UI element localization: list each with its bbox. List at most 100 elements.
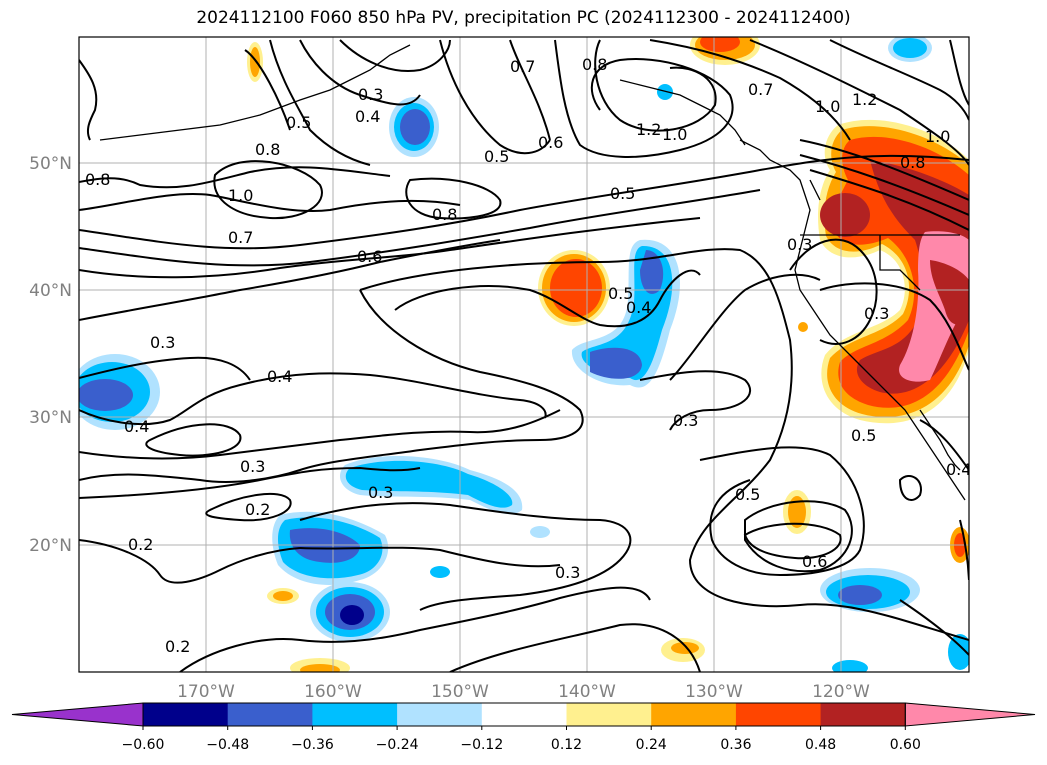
contour-label: 0.2 bbox=[245, 500, 270, 519]
precip-blob bbox=[590, 347, 642, 379]
precip-blob bbox=[530, 526, 550, 538]
precip-blob bbox=[893, 38, 927, 58]
colorbar-tick-label: 0.48 bbox=[805, 737, 836, 753]
contour-label: 0.8 bbox=[582, 55, 607, 74]
contour-label: 0.5 bbox=[484, 147, 509, 166]
contour-label: 0.8 bbox=[900, 153, 925, 172]
contour-label: 0.8 bbox=[432, 205, 457, 224]
contour-labels: 0.3 0.4 0.5 0.8 0.7 0.8 0.6 1.2 1.0 0.7 … bbox=[85, 55, 971, 656]
contour-label: 0.5 bbox=[610, 184, 635, 203]
precip-blob bbox=[300, 664, 340, 672]
lon-label: 120°W bbox=[812, 682, 870, 702]
contour-label: 0.3 bbox=[864, 304, 889, 323]
colorbar-tick-label: 0.60 bbox=[890, 737, 921, 753]
lon-label: 130°W bbox=[685, 682, 743, 702]
colorbar-segment bbox=[735, 703, 822, 726]
contour-label: 1.2 bbox=[852, 90, 877, 109]
lon-label: 150°W bbox=[431, 682, 489, 702]
colorbar-segment bbox=[651, 703, 737, 726]
lat-label: 20°N bbox=[29, 536, 72, 556]
graticule bbox=[79, 37, 969, 672]
contour-label: 1.2 bbox=[636, 120, 661, 139]
colorbar-segment bbox=[227, 703, 313, 726]
colorbar-tick-label: 0.24 bbox=[636, 737, 667, 753]
precip-blob bbox=[273, 591, 293, 601]
precip-blob bbox=[550, 259, 602, 317]
contour-label: 1.0 bbox=[662, 125, 687, 144]
precip-blob bbox=[657, 84, 673, 100]
lat-label: 30°N bbox=[29, 408, 72, 428]
colorbar-extend-low bbox=[11, 702, 144, 727]
contour-label: 0.3 bbox=[555, 563, 580, 582]
contour-label: 0.3 bbox=[358, 85, 383, 104]
lon-label: 160°W bbox=[304, 682, 362, 702]
contour-label: 0.7 bbox=[228, 228, 253, 247]
contour-label: 0.3 bbox=[150, 333, 175, 352]
precip-blob bbox=[948, 634, 969, 670]
precip-blob bbox=[798, 322, 808, 332]
contour-label: 0.5 bbox=[851, 426, 876, 445]
colorbar-segment bbox=[481, 703, 567, 726]
contour-label: 1.0 bbox=[815, 97, 840, 116]
precip-blob bbox=[671, 642, 699, 654]
colorbar-tick-label: −0.60 bbox=[122, 737, 165, 753]
contour-label: 0.3 bbox=[673, 411, 698, 430]
precip-blob bbox=[340, 605, 364, 625]
precip-blob bbox=[430, 566, 450, 578]
colorbar-tick-label: 0.36 bbox=[720, 737, 751, 753]
contour-label: 0.3 bbox=[240, 457, 265, 476]
colorbar-segment bbox=[312, 703, 398, 726]
contour-label: 0.6 bbox=[357, 247, 382, 266]
contour-label: 0.4 bbox=[946, 460, 971, 479]
precip-blob bbox=[700, 37, 740, 52]
lon-label: 140°W bbox=[558, 682, 616, 702]
contour-label: 0.4 bbox=[267, 367, 292, 386]
lat-label: 50°N bbox=[29, 154, 72, 174]
pv-contours bbox=[79, 39, 969, 672]
precip-blob bbox=[820, 193, 870, 237]
map-title: 2024112100 F060 850 hPa PV, precipitatio… bbox=[196, 8, 851, 28]
longitude-labels: 170°W 160°W 150°W 140°W 130°W 120°W bbox=[177, 682, 870, 702]
map-frame bbox=[78, 36, 970, 673]
coastlines bbox=[99, 44, 966, 501]
contour-label: 0.4 bbox=[355, 107, 380, 126]
colorbar-segment bbox=[566, 703, 652, 726]
precip-blob bbox=[788, 496, 806, 528]
contour-label: 0.8 bbox=[85, 170, 110, 189]
contour-label: 0.3 bbox=[368, 483, 393, 502]
contour-label: 1.0 bbox=[228, 186, 253, 205]
colorbar-segment bbox=[820, 703, 906, 726]
precip-blob bbox=[345, 460, 513, 508]
colorbar-tick-label: 0.12 bbox=[551, 737, 582, 753]
precip-blob bbox=[400, 109, 430, 145]
contour-label: 0.2 bbox=[128, 535, 153, 554]
colorbar-border bbox=[142, 702, 906, 727]
contour-label: 0.4 bbox=[124, 417, 149, 436]
colorbar: −0.60 −0.48 −0.36 −0.24 −0.12 0.12 0.24 0.36 0.4… bbox=[11, 702, 1036, 753]
contour-label: 0.5 bbox=[608, 284, 633, 303]
colorbar-segment bbox=[143, 703, 229, 726]
contour-label: 0.3 bbox=[787, 235, 812, 254]
contour-label: 1.0 bbox=[925, 127, 950, 146]
contour-label: 0.5 bbox=[735, 485, 760, 504]
precip-blob bbox=[250, 47, 260, 77]
contour-label: 0.7 bbox=[510, 57, 535, 76]
contour-label: 0.5 bbox=[286, 113, 311, 132]
colorbar-tick-label: −0.24 bbox=[376, 737, 419, 753]
precip-blob bbox=[930, 260, 969, 325]
contour-label: 0.8 bbox=[255, 140, 280, 159]
precip-blob bbox=[838, 585, 882, 605]
lat-label: 40°N bbox=[29, 281, 72, 301]
lon-label: 170°W bbox=[177, 682, 235, 702]
colorbar-tick-label: −0.12 bbox=[460, 737, 503, 753]
colorbar-tick-label: −0.36 bbox=[291, 737, 334, 753]
contour-label: 0.6 bbox=[538, 133, 563, 152]
latitude-labels: 50°N 40°N 30°N 20°N bbox=[29, 154, 72, 556]
contour-label: 0.7 bbox=[748, 80, 773, 99]
colorbar-segment bbox=[397, 703, 483, 726]
colorbar-tick-label: −0.48 bbox=[206, 737, 249, 753]
precip-blob bbox=[640, 250, 664, 294]
contour-label: 0.4 bbox=[626, 298, 651, 317]
colorbar-extend-high bbox=[904, 702, 1036, 727]
